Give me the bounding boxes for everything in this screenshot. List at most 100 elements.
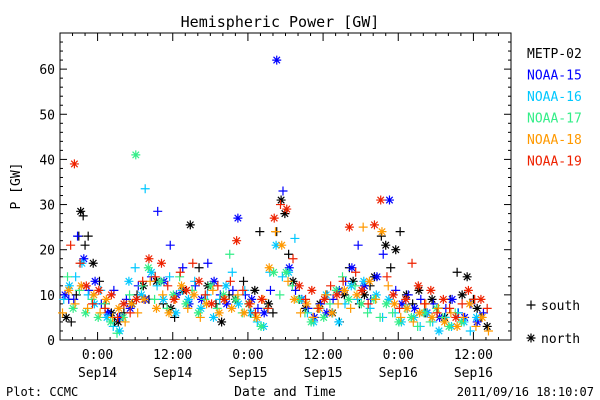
point-north (219, 294, 229, 304)
series-noaa-15 (60, 55, 488, 327)
point-north (106, 290, 116, 300)
point-north (227, 303, 237, 313)
point-north (271, 240, 281, 250)
y-tick-label: 50 (39, 108, 55, 123)
legend-item: NOAA-15 (527, 69, 582, 84)
point-south (291, 285, 301, 295)
point-north (334, 317, 344, 327)
x-axis: 0:00 Sep14 12:00 Sep14 0:00 Sep15 12:00 Sep15 0:… (59, 33, 512, 381)
point-south (358, 222, 368, 232)
point-south (152, 281, 162, 291)
point-north (76, 206, 86, 216)
point-south (351, 267, 361, 277)
point-south (71, 272, 81, 282)
point-south (178, 263, 188, 273)
point-north (394, 317, 404, 327)
point-north (94, 285, 104, 295)
point-north (68, 303, 78, 313)
x-tick-label-time: 12:00 (454, 348, 493, 363)
point-south (395, 227, 405, 237)
point-north (269, 267, 279, 277)
point-north (125, 303, 135, 313)
y-axis-label: P [GW] (9, 163, 24, 210)
point-north (397, 299, 407, 309)
point-north (119, 299, 129, 309)
point-north (426, 285, 436, 295)
point-south (95, 308, 105, 318)
point-south (140, 184, 150, 194)
point-north (118, 312, 128, 322)
point-north (156, 276, 166, 286)
point-north (322, 308, 332, 318)
point-north (319, 294, 329, 304)
point-south (283, 276, 293, 286)
point-south (275, 200, 285, 210)
point-south (75, 258, 85, 268)
x-tick-label-date: Sep15 (228, 366, 267, 381)
point-south (195, 312, 205, 322)
point-north (339, 290, 349, 300)
point-south (326, 281, 336, 291)
timestamp: 2011/09/16 18:10:07 (457, 385, 594, 399)
y-tick-label: 60 (39, 63, 55, 78)
point-south (413, 321, 423, 331)
point-south (383, 281, 393, 291)
point-north (381, 299, 391, 309)
point-north (451, 312, 461, 322)
point-north (264, 263, 274, 273)
point-south (63, 272, 73, 282)
chart-title: Hemispheric Power [GW] (181, 13, 380, 31)
point-north (208, 312, 218, 322)
point-south (125, 308, 135, 318)
marker-legend: south north (526, 299, 580, 347)
point-north (414, 285, 424, 295)
point-south (452, 267, 462, 277)
x-tick-label-time: 0:00 (232, 348, 263, 363)
point-south (190, 281, 200, 291)
point-north (76, 281, 86, 291)
point-north (406, 312, 416, 322)
point-south (255, 227, 265, 237)
point-north (218, 290, 228, 300)
point-north (136, 290, 146, 300)
point-south (70, 299, 80, 309)
x-tick-label-date: Sep14 (153, 366, 192, 381)
point-south (239, 276, 249, 286)
point-north (103, 308, 113, 318)
point-north (143, 263, 153, 273)
point-south (346, 303, 356, 313)
point-north (319, 312, 329, 322)
point-north (288, 276, 298, 286)
point-north (477, 312, 487, 322)
point-south (420, 299, 430, 309)
point-north (194, 276, 204, 286)
point-south (363, 299, 373, 309)
point-north (115, 326, 125, 336)
point-south (165, 272, 175, 282)
point-south (325, 299, 335, 309)
point-south (471, 321, 481, 331)
point-south (227, 267, 237, 277)
point-north (207, 299, 217, 309)
south-marker-icon (526, 300, 536, 310)
point-north (482, 321, 492, 331)
point-north (389, 299, 399, 309)
point-north (182, 285, 192, 295)
point-north (177, 281, 187, 291)
point-north (64, 285, 74, 295)
point-north (244, 299, 254, 309)
plot-credit: Plot: CCMC (6, 385, 78, 399)
point-south (213, 281, 223, 291)
point-south (80, 240, 90, 250)
point-south (194, 263, 204, 273)
point-north (272, 55, 282, 65)
point-north (371, 290, 381, 300)
point-north (381, 240, 391, 250)
point-south (457, 299, 467, 309)
point-south (284, 249, 294, 259)
point-north (64, 281, 74, 291)
point-south (137, 281, 147, 291)
point-north (357, 285, 367, 295)
point-north (465, 299, 475, 309)
